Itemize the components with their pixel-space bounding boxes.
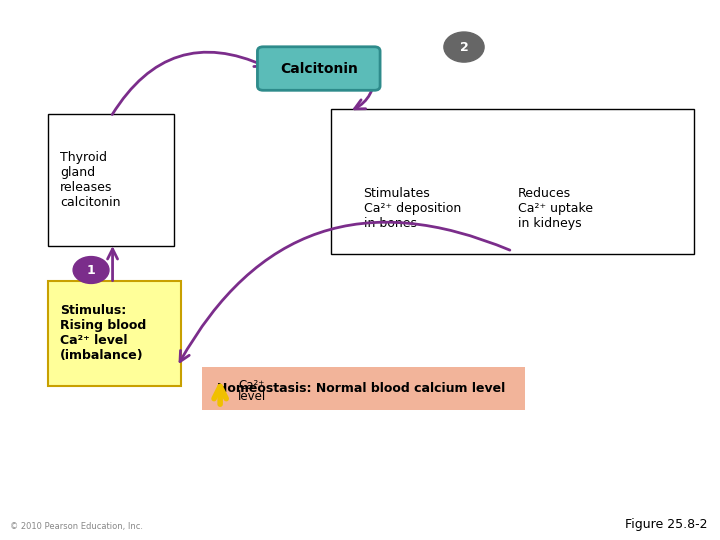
Text: Homeostasis: Normal blood calcium level: Homeostasis: Normal blood calcium level [217, 382, 505, 395]
Text: © 2010 Pearson Education, Inc.: © 2010 Pearson Education, Inc. [10, 522, 143, 531]
Text: Thyroid
gland
releases
calcitonin: Thyroid gland releases calcitonin [60, 151, 121, 209]
Text: 2: 2 [459, 40, 469, 53]
FancyBboxPatch shape [258, 47, 380, 90]
FancyBboxPatch shape [48, 114, 174, 246]
Circle shape [444, 32, 484, 62]
FancyBboxPatch shape [202, 367, 525, 410]
Text: Reduces
Ca²⁺ uptake
in kidneys: Reduces Ca²⁺ uptake in kidneys [518, 187, 593, 230]
Text: Stimulates
Ca²⁺ deposition
in bones: Stimulates Ca²⁺ deposition in bones [364, 187, 461, 230]
Text: level: level [238, 390, 266, 403]
Text: Figure 25.8-2: Figure 25.8-2 [626, 517, 708, 531]
Text: 1: 1 [86, 264, 96, 276]
Text: Ca²⁺: Ca²⁺ [238, 379, 264, 392]
FancyBboxPatch shape [331, 109, 693, 254]
Circle shape [73, 256, 109, 284]
FancyBboxPatch shape [48, 281, 181, 386]
Text: Calcitonin: Calcitonin [280, 62, 358, 76]
Text: Stimulus:
Rising blood
Ca²⁺ level
(imbalance): Stimulus: Rising blood Ca²⁺ level (imbal… [60, 304, 146, 362]
